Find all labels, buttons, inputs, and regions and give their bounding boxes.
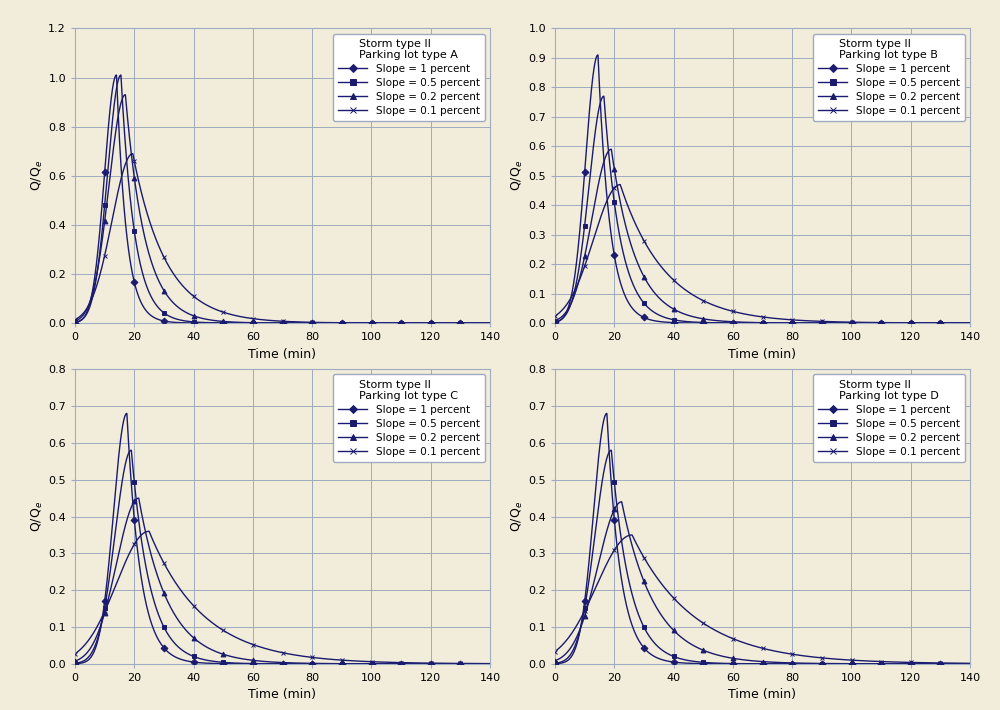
Legend: Slope = 1 percent, Slope = 0.5 percent, Slope = 0.2 percent, Slope = 0.1 percent: Slope = 1 percent, Slope = 0.5 percent, … [813,33,965,121]
X-axis label: Time (min): Time (min) [248,348,316,361]
X-axis label: Time (min): Time (min) [728,348,796,361]
Legend: Slope = 1 percent, Slope = 0.5 percent, Slope = 0.2 percent, Slope = 0.1 percent: Slope = 1 percent, Slope = 0.5 percent, … [333,374,485,462]
Legend: Slope = 1 percent, Slope = 0.5 percent, Slope = 0.2 percent, Slope = 0.1 percent: Slope = 1 percent, Slope = 0.5 percent, … [813,374,965,462]
Y-axis label: Q/Q$_e$: Q/Q$_e$ [30,501,45,532]
Y-axis label: Q/Q$_e$: Q/Q$_e$ [510,160,525,191]
Legend: Slope = 1 percent, Slope = 0.5 percent, Slope = 0.2 percent, Slope = 0.1 percent: Slope = 1 percent, Slope = 0.5 percent, … [333,33,485,121]
Y-axis label: Q/Q$_e$: Q/Q$_e$ [510,501,525,532]
X-axis label: Time (min): Time (min) [728,689,796,701]
Y-axis label: Q/Q$_e$: Q/Q$_e$ [30,160,45,191]
X-axis label: Time (min): Time (min) [248,689,316,701]
